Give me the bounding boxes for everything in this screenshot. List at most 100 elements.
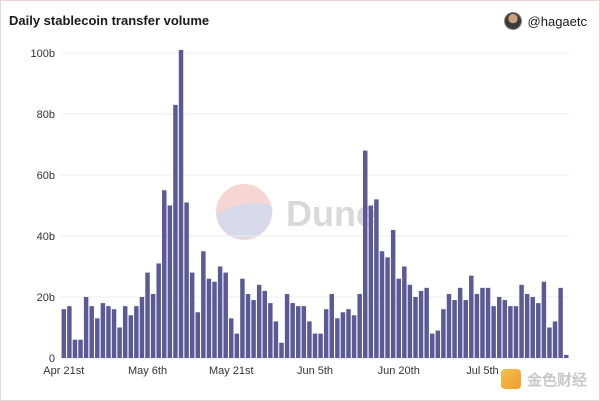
bar[interactable] xyxy=(441,309,446,358)
bar[interactable] xyxy=(469,275,474,358)
bar[interactable] xyxy=(145,272,150,358)
bar[interactable] xyxy=(268,303,273,358)
bar[interactable] xyxy=(363,150,368,358)
bar[interactable] xyxy=(413,297,418,358)
bar[interactable] xyxy=(407,284,413,358)
bar[interactable] xyxy=(178,49,184,358)
bar[interactable] xyxy=(536,303,541,358)
bar[interactable] xyxy=(240,278,245,358)
bar[interactable] xyxy=(552,321,558,358)
bar[interactable] xyxy=(530,297,535,358)
bar[interactable] xyxy=(217,266,223,359)
y-tick-label: 80b xyxy=(37,109,55,121)
bar[interactable] xyxy=(402,266,407,359)
bar[interactable] xyxy=(245,293,251,358)
author-handle: @hagaetc xyxy=(527,13,587,29)
bar[interactable] xyxy=(117,327,122,359)
bar[interactable] xyxy=(418,290,424,358)
bar[interactable] xyxy=(229,318,234,358)
bar[interactable] xyxy=(508,306,513,358)
bar[interactable] xyxy=(273,321,279,358)
bar[interactable] xyxy=(435,330,441,358)
bar[interactable] xyxy=(89,306,94,358)
bar[interactable] xyxy=(446,293,452,358)
bar[interactable] xyxy=(139,297,145,358)
bar[interactable] xyxy=(61,309,67,358)
bar[interactable] xyxy=(346,309,351,358)
bar[interactable] xyxy=(296,306,301,358)
bar[interactable] xyxy=(256,284,262,358)
bar[interactable] xyxy=(95,318,100,358)
bar[interactable] xyxy=(83,297,89,358)
bar[interactable] xyxy=(368,205,374,359)
bar[interactable] xyxy=(156,263,161,358)
bar[interactable] xyxy=(357,293,362,358)
bar[interactable] xyxy=(323,309,329,358)
bar[interactable] xyxy=(173,104,178,358)
bar[interactable] xyxy=(195,312,201,358)
bar[interactable] xyxy=(480,287,485,358)
bar[interactable] xyxy=(502,300,508,358)
bar[interactable] xyxy=(290,303,295,358)
y-tick-label: 60b xyxy=(37,170,55,182)
bar[interactable] xyxy=(496,297,502,358)
bar[interactable] xyxy=(379,251,385,358)
y-tick-label: 0 xyxy=(49,353,55,365)
bar[interactable] xyxy=(234,333,240,358)
bar[interactable] xyxy=(524,293,530,358)
bar[interactable] xyxy=(189,272,195,358)
dune-watermark: Dune xyxy=(216,184,376,240)
author-attribution[interactable]: @hagaetc xyxy=(503,11,587,31)
dune-logo-swoosh xyxy=(216,203,273,239)
bar[interactable] xyxy=(452,300,457,358)
bar[interactable] xyxy=(491,306,496,358)
bar[interactable] xyxy=(463,300,468,358)
x-tick-label: Apr 21st xyxy=(43,365,84,377)
bar[interactable] xyxy=(279,342,284,358)
bar[interactable] xyxy=(396,278,401,358)
bar[interactable] xyxy=(251,300,256,358)
bar[interactable] xyxy=(424,287,429,358)
bar[interactable] xyxy=(162,190,167,358)
bar[interactable] xyxy=(374,199,379,358)
bar[interactable] xyxy=(150,293,156,358)
bar[interactable] xyxy=(284,293,290,358)
bar[interactable] xyxy=(201,251,206,358)
bar[interactable] xyxy=(547,327,552,359)
bar[interactable] xyxy=(318,333,323,358)
bar[interactable] xyxy=(430,333,435,358)
bar[interactable] xyxy=(312,333,318,358)
bar[interactable] xyxy=(212,281,217,358)
bar[interactable] xyxy=(457,287,463,358)
bar[interactable] xyxy=(106,306,111,358)
bar[interactable] xyxy=(223,272,228,358)
x-axis: Apr 21st May 6th May 21st Jun 5th Jun 20th Ju… xyxy=(43,365,498,377)
bar[interactable] xyxy=(558,287,563,358)
bar[interactable] xyxy=(329,293,334,358)
bar[interactable] xyxy=(351,315,357,358)
bar[interactable] xyxy=(307,321,312,358)
bar[interactable] xyxy=(390,229,396,358)
bar[interactable] xyxy=(385,257,390,358)
bar[interactable] xyxy=(100,303,106,358)
bar[interactable] xyxy=(72,339,78,358)
bar[interactable] xyxy=(563,354,569,358)
bar[interactable] xyxy=(262,290,267,358)
bar[interactable] xyxy=(134,306,139,358)
bar[interactable] xyxy=(474,293,480,358)
bar[interactable] xyxy=(301,306,307,358)
bar[interactable] xyxy=(167,205,173,359)
bar[interactable] xyxy=(128,315,134,358)
bar[interactable] xyxy=(519,284,524,358)
bar[interactable] xyxy=(541,281,547,358)
bar[interactable] xyxy=(340,312,346,358)
bar[interactable] xyxy=(111,309,117,358)
bar[interactable] xyxy=(78,339,83,358)
bar[interactable] xyxy=(513,306,519,358)
bar[interactable] xyxy=(67,306,72,358)
bar[interactable] xyxy=(184,202,189,358)
bar[interactable] xyxy=(122,306,128,358)
bar[interactable] xyxy=(335,318,340,358)
bar[interactable] xyxy=(206,278,212,358)
bar[interactable] xyxy=(485,287,491,358)
